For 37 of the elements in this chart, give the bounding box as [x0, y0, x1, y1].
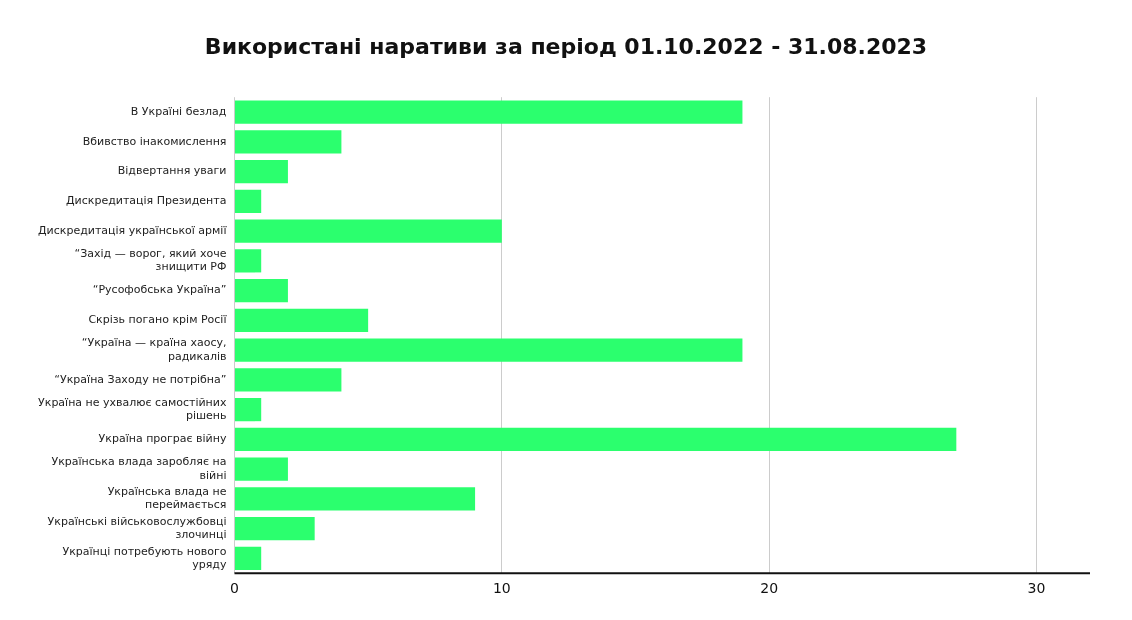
y-tick-label: Українська влада не переймається: [107, 485, 227, 512]
bar: [234, 278, 288, 303]
bar: [234, 546, 262, 570]
x-tick-label: 20: [760, 580, 779, 597]
bar: [234, 338, 743, 362]
y-tick-label: Відвертання уваги: [117, 164, 227, 178]
bar: [234, 189, 262, 213]
x-tick-label: 10: [492, 580, 511, 597]
bar: [234, 397, 262, 422]
bar: [234, 427, 957, 451]
x-tick-label: 0: [230, 580, 239, 597]
bar: [234, 130, 342, 154]
bar: [234, 219, 502, 243]
bar: [234, 487, 476, 511]
y-tick-label: Скрізь погано крім Росії: [88, 313, 228, 327]
y-tick-label: “Україна Заходу не потрібна”: [54, 372, 227, 386]
y-tick-label: Дискредитація української армії: [37, 223, 228, 237]
y-tick-label: В Україні безлад: [130, 104, 227, 118]
y-tick-label: Українські військовослужбовці злочинці: [47, 514, 227, 542]
y-tick-label: Вбивство інакомислення: [82, 134, 227, 148]
y-tick-label: Українська влада заробляє на війні: [51, 455, 227, 482]
bar: [234, 457, 288, 481]
y-tick-label: Україна не ухвалює самостійних рішень: [38, 395, 227, 423]
chart-title: Використані наративи за період 01.10.2022 - 31.08.2023: [203, 33, 929, 61]
bar: [234, 249, 262, 273]
bar: [234, 308, 369, 332]
bar: [234, 368, 342, 392]
y-tick-label: “Захід — ворог, який хоче знищити РФ: [74, 247, 227, 274]
x-tick-label: 30: [1027, 580, 1046, 597]
bar: [234, 516, 315, 541]
y-tick-label: Дискредитація Президента: [65, 194, 227, 208]
y-tick-label: Українці потребують нового уряду: [62, 544, 227, 571]
y-tick-label: Україна програє війну: [98, 432, 227, 446]
y-tick-label: “Русофобська Україна”: [92, 283, 227, 297]
bar: [234, 159, 288, 184]
y-tick-label: “Україна — країна хаосу, радикалів: [81, 336, 227, 363]
bar: [234, 100, 743, 124]
